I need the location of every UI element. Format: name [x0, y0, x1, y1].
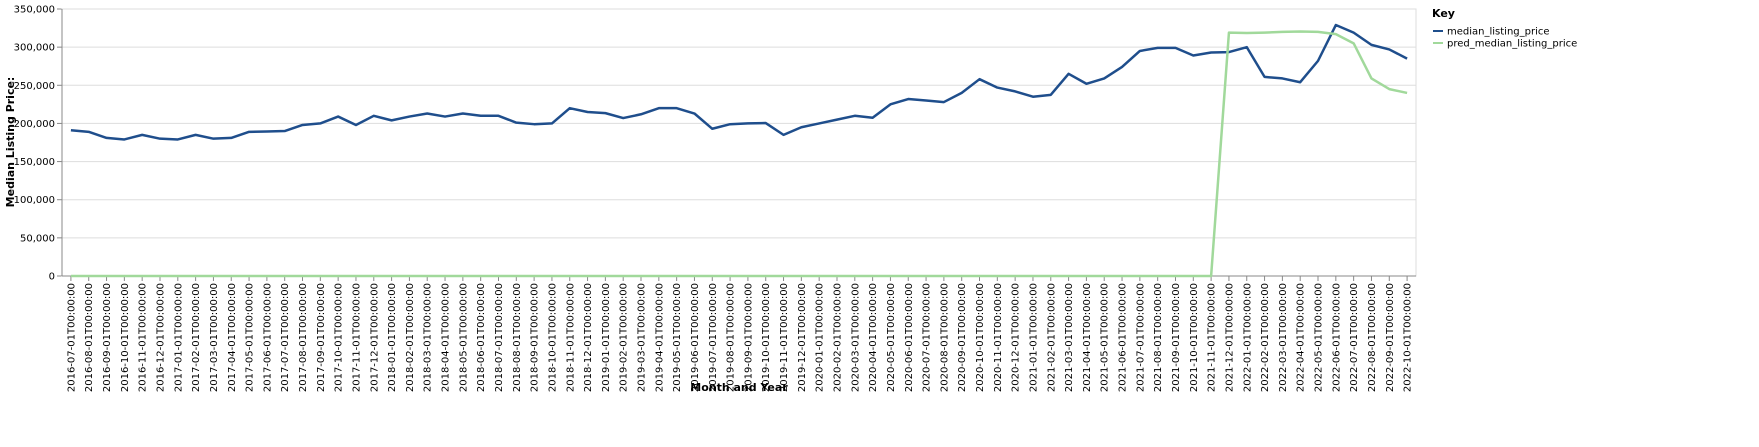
x-tick-label: 2022-06-01T00:00:00: [1331, 283, 1342, 392]
x-tick-label: 2021-07-01T00:00:00: [1135, 283, 1146, 392]
x-tick-label: 2021-09-01T00:00:00: [1171, 283, 1182, 392]
x-tick-label: 2022-09-01T00:00:00: [1385, 283, 1396, 392]
x-tick-label: 2017-07-01T00:00:00: [280, 283, 291, 392]
x-tick-label: 2018-09-01T00:00:00: [530, 283, 541, 392]
x-tick-label: 2021-02-01T00:00:00: [1046, 283, 1057, 392]
x-tick-label: 2017-06-01T00:00:00: [262, 283, 273, 392]
x-tick-label: 2022-10-01T00:00:00: [1403, 283, 1414, 392]
x-tick-label: 2021-06-01T00:00:00: [1118, 283, 1129, 392]
x-tick-label: 2017-01-01T00:00:00: [173, 283, 184, 392]
x-tick-label: 2019-08-01T00:00:00: [726, 283, 737, 392]
x-tick-label: 2021-03-01T00:00:00: [1064, 283, 1075, 392]
x-tick-label: 2016-12-01T00:00:00: [155, 283, 166, 392]
x-tick-label: 2021-12-01T00:00:00: [1224, 283, 1235, 392]
x-tick-label: 2021-04-01T00:00:00: [1082, 283, 1093, 392]
x-tick-label: 2017-04-01T00:00:00: [227, 283, 238, 392]
legend-label: median_listing_price: [1447, 27, 1550, 38]
x-tick-label: 2020-10-01T00:00:00: [975, 283, 986, 392]
x-tick-label: 2021-05-01T00:00:00: [1100, 283, 1111, 392]
x-tick-label: 2018-10-01T00:00:00: [547, 283, 558, 392]
x-axis-title: Month and Year: [690, 381, 788, 394]
x-tick-label: 2019-02-01T00:00:00: [619, 283, 630, 392]
x-tick-label: 2017-05-01T00:00:00: [245, 283, 256, 392]
x-tick-label: 2020-02-01T00:00:00: [832, 283, 843, 392]
x-tick-label: 2017-02-01T00:00:00: [191, 283, 202, 392]
x-tick-label: 2022-02-01T00:00:00: [1260, 283, 1271, 392]
x-tick-label: 2016-10-01T00:00:00: [120, 283, 131, 392]
x-tick-label: 2017-09-01T00:00:00: [316, 283, 327, 392]
x-tick-label: 2018-08-01T00:00:00: [512, 283, 523, 392]
x-tick-label: 2020-09-01T00:00:00: [957, 283, 968, 392]
x-tick-label: 2020-12-01T00:00:00: [1011, 283, 1022, 392]
x-tick-label: 2018-02-01T00:00:00: [405, 283, 416, 392]
x-tick-label: 2019-06-01T00:00:00: [690, 283, 701, 392]
x-tick-label: 2019-07-01T00:00:00: [708, 283, 719, 392]
x-tick-label: 2022-01-01T00:00:00: [1242, 283, 1253, 392]
x-tick-label: 2020-11-01T00:00:00: [993, 283, 1004, 392]
y-tick-label: 0: [49, 272, 55, 283]
x-tick-label: 2018-01-01T00:00:00: [387, 283, 398, 392]
x-tick-label: 2022-08-01T00:00:00: [1367, 283, 1378, 392]
y-tick-label: 150,000: [14, 157, 55, 168]
x-tick-label: 2021-11-01T00:00:00: [1207, 283, 1218, 392]
legend-label: pred_median_listing_price: [1447, 39, 1577, 50]
x-tick-label: 2017-08-01T00:00:00: [298, 283, 309, 392]
x-tick-label: 2020-08-01T00:00:00: [939, 283, 950, 392]
x-tick-label: 2018-12-01T00:00:00: [583, 283, 594, 392]
y-tick-label: 50,000: [20, 233, 55, 244]
x-tick-label: 2016-09-01T00:00:00: [102, 283, 113, 392]
y-tick-label: 200,000: [14, 119, 55, 130]
y-tick-label: 350,000: [14, 5, 55, 16]
y-tick-label: 250,000: [14, 81, 55, 92]
y-tick-label: 100,000: [14, 195, 55, 206]
x-tick-label: 2020-03-01T00:00:00: [850, 283, 861, 392]
x-tick-label: 2020-01-01T00:00:00: [815, 283, 826, 392]
x-tick-label: 2016-08-01T00:00:00: [84, 283, 95, 392]
x-tick-label: 2018-05-01T00:00:00: [458, 283, 469, 392]
x-tick-label: 2019-03-01T00:00:00: [637, 283, 648, 392]
x-tick-label: 2018-11-01T00:00:00: [565, 283, 576, 392]
x-tick-label: 2016-07-01T00:00:00: [66, 283, 77, 392]
x-tick-label: 2020-05-01T00:00:00: [886, 283, 897, 392]
x-tick-label: 2021-01-01T00:00:00: [1028, 283, 1039, 392]
x-tick-label: 2018-06-01T00:00:00: [476, 283, 487, 392]
x-tick-label: 2017-03-01T00:00:00: [209, 283, 220, 392]
x-tick-label: 2017-12-01T00:00:00: [369, 283, 380, 392]
x-tick-label: 2022-05-01T00:00:00: [1314, 283, 1325, 392]
x-tick-label: 2019-04-01T00:00:00: [654, 283, 665, 392]
x-tick-label: 2019-01-01T00:00:00: [601, 283, 612, 392]
series-line: [70, 23, 1408, 141]
x-tick-label: 2021-08-01T00:00:00: [1153, 283, 1164, 392]
x-tick-label: 2022-04-01T00:00:00: [1296, 283, 1307, 392]
series-line: [70, 30, 1408, 278]
x-tick-label: 2018-03-01T00:00:00: [423, 283, 434, 392]
x-tick-label: 2021-10-01T00:00:00: [1189, 283, 1200, 392]
legend-title: Key: [1432, 7, 1455, 20]
x-tick-label: 2022-03-01T00:00:00: [1278, 283, 1289, 392]
x-tick-label: 2019-05-01T00:00:00: [672, 283, 683, 392]
x-tick-label: 2017-10-01T00:00:00: [334, 283, 345, 392]
x-tick-label: 2019-09-01T00:00:00: [743, 283, 754, 392]
x-tick-label: 2019-10-01T00:00:00: [761, 283, 772, 392]
x-tick-label: 2018-04-01T00:00:00: [441, 283, 452, 392]
x-tick-label: 2022-07-01T00:00:00: [1349, 283, 1360, 392]
x-tick-label: 2020-04-01T00:00:00: [868, 283, 879, 392]
x-tick-label: 2019-11-01T00:00:00: [779, 283, 790, 392]
x-tick-label: 2016-11-01T00:00:00: [138, 283, 149, 392]
x-tick-label: 2019-12-01T00:00:00: [797, 283, 808, 392]
x-tick-label: 2017-11-01T00:00:00: [351, 283, 362, 392]
y-axis-title: Median Listing Price:: [4, 77, 17, 208]
x-tick-label: 2020-07-01T00:00:00: [922, 283, 933, 392]
x-tick-label: 2018-07-01T00:00:00: [494, 283, 505, 392]
y-tick-label: 300,000: [14, 43, 55, 54]
x-tick-label: 2020-06-01T00:00:00: [904, 283, 915, 392]
